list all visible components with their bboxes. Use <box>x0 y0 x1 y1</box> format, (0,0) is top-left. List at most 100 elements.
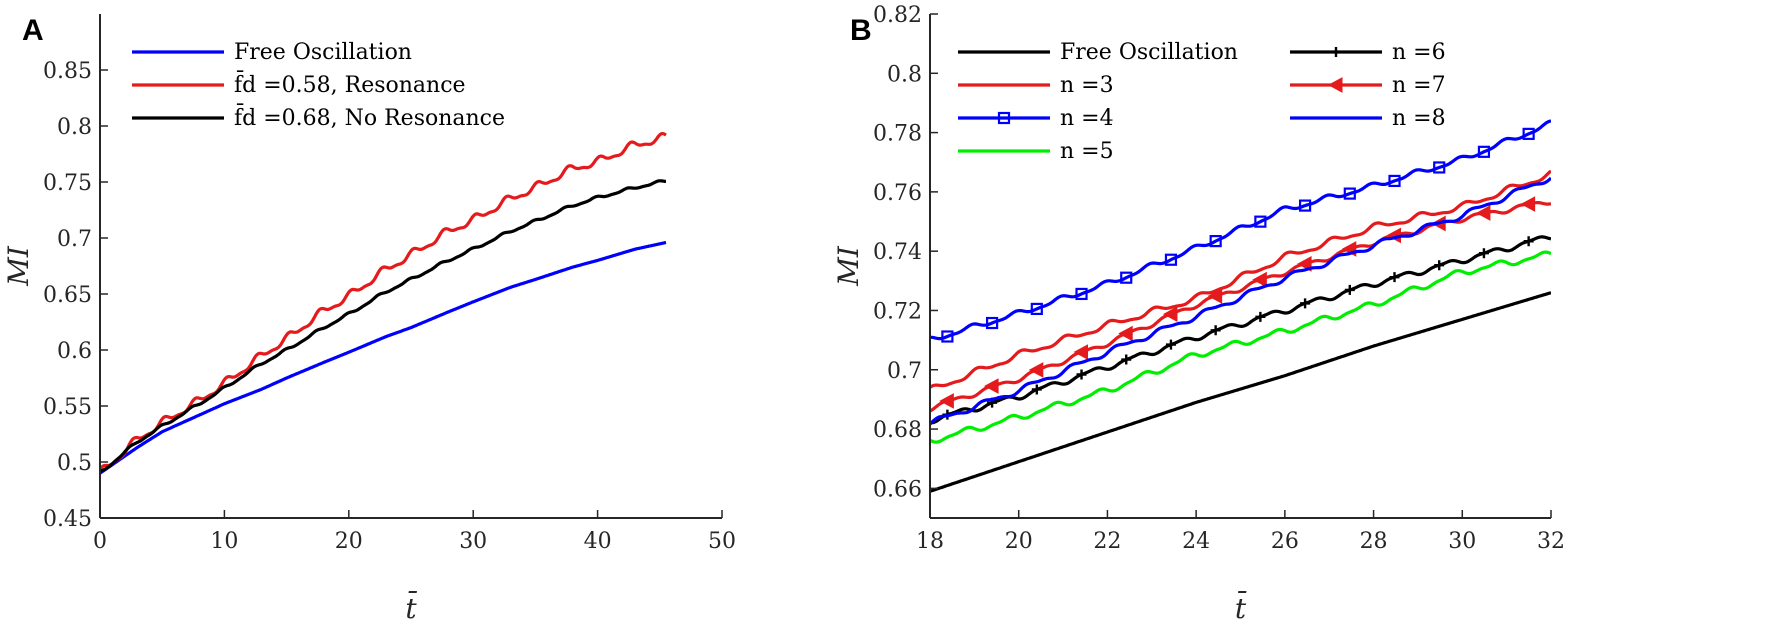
y-axis-label: MI <box>832 245 865 287</box>
legend-entry: n =5 <box>958 139 1114 164</box>
legend: Free Oscillation n =3 n =4 n =5 n =6 n =7 n =8 <box>958 40 1446 164</box>
legend-label: n =4 <box>1060 106 1114 131</box>
series-marker <box>1120 271 1133 284</box>
series-marker <box>1389 272 1400 283</box>
series-line-5 <box>930 201 1551 413</box>
series-marker <box>984 378 999 394</box>
series-marker <box>1254 215 1267 228</box>
legend-label: n =8 <box>1392 106 1446 131</box>
series-marker <box>1520 196 1536 212</box>
legend-label: n =5 <box>1060 139 1114 164</box>
series-marker <box>939 393 954 409</box>
series-marker <box>1343 187 1356 200</box>
legend-entry: n =8 <box>1290 106 1446 131</box>
series-marker <box>1076 369 1087 380</box>
series-marker <box>1344 284 1355 295</box>
legend-label: n =7 <box>1392 73 1446 98</box>
series-marker <box>1210 325 1221 336</box>
legend-label: f̄d =0.58, Resonance <box>234 70 466 98</box>
series-marker <box>1300 298 1311 309</box>
x-tick-label: 10 <box>210 529 238 554</box>
x-tick-label: 50 <box>708 529 736 554</box>
series-marker <box>1255 311 1266 322</box>
series-marker <box>1478 248 1489 259</box>
series-marker <box>1030 302 1043 316</box>
series-line-0 <box>100 240 667 475</box>
series-marker <box>1031 384 1042 395</box>
series-marker <box>1475 205 1491 221</box>
x-tick-label: 30 <box>1448 529 1476 554</box>
series-line-2 <box>930 119 1551 341</box>
series-marker <box>1118 325 1133 342</box>
legend-marker <box>997 111 1011 125</box>
x-tick-label: 20 <box>1005 529 1033 554</box>
legend-entry: n =3 <box>958 73 1114 98</box>
series-marker <box>1075 287 1088 301</box>
legend-entry: n =4 <box>958 106 1114 131</box>
legend-entry: Free Oscillation <box>958 40 1238 65</box>
series-line-2 <box>100 179 667 474</box>
series-marker <box>1298 199 1312 212</box>
series-marker <box>1388 174 1401 188</box>
x-tick-label: 32 <box>1537 529 1565 554</box>
y-axis-label: MI <box>2 245 35 287</box>
series-marker <box>1121 354 1132 365</box>
y-tick-label: 0.76 <box>873 181 922 206</box>
x-axis-label: t̄ <box>405 590 418 625</box>
series-marker <box>1165 339 1176 350</box>
legend-entry: n =6 <box>1290 40 1446 65</box>
x-tick-label: 30 <box>459 529 487 554</box>
y-tick-label: 0.66 <box>873 477 922 502</box>
y-tick-label: 0.45 <box>43 507 92 532</box>
legend-entry: Free Oscillation <box>132 40 412 65</box>
x-tick-label: 18 <box>916 529 944 554</box>
series-marker <box>1433 161 1446 174</box>
y-tick-label: 0.74 <box>873 240 922 265</box>
series-marker <box>1028 362 1044 378</box>
legend-entry: f̄d =0.68, No Resonance <box>132 103 505 131</box>
series-line-1 <box>930 169 1551 389</box>
legend: Free Oscillation f̄d =0.58, Resonance f̄d … <box>132 40 505 131</box>
series-line-3 <box>930 250 1551 444</box>
legend-label: Free Oscillation <box>1060 40 1238 65</box>
x-tick-label: 24 <box>1182 529 1210 554</box>
legend-entry: n =7 <box>1290 73 1446 98</box>
y-tick-label: 0.82 <box>873 3 922 28</box>
series-marker <box>1522 127 1535 140</box>
y-tick-label: 0.6 <box>57 339 92 364</box>
legend-marker <box>1331 47 1341 57</box>
y-tick-label: 0.5 <box>57 451 92 476</box>
series-group <box>100 132 667 475</box>
x-tick-label: 26 <box>1271 529 1299 554</box>
series-marker <box>941 330 954 343</box>
y-tick-label: 0.7 <box>887 359 922 384</box>
y-tick-label: 0.78 <box>873 122 922 147</box>
y-tick-label: 0.85 <box>43 59 92 84</box>
series-group <box>930 119 1551 493</box>
legend-label: n =3 <box>1060 73 1114 98</box>
panel-letter: A <box>22 14 44 47</box>
series-marker <box>1162 306 1178 322</box>
y-tick-label: 0.8 <box>57 115 92 140</box>
y-tick-label: 0.55 <box>43 395 92 420</box>
y-tick-label: 0.65 <box>43 283 92 308</box>
series-marker <box>1434 260 1445 271</box>
x-tick-label: 22 <box>1093 529 1121 554</box>
legend-label: Free Oscillation <box>234 40 412 65</box>
series-line-6 <box>930 176 1551 426</box>
y-tick-label: 0.7 <box>57 227 92 252</box>
legend-entry: f̄d =0.58, Resonance <box>132 70 466 98</box>
series-line-1 <box>100 132 667 471</box>
panel-letter: B <box>850 14 872 47</box>
y-tick-label: 0.72 <box>873 299 922 324</box>
series-marker <box>985 316 999 330</box>
series-marker <box>1164 253 1178 266</box>
series-marker <box>1209 235 1222 248</box>
x-axis-label: t̄ <box>1235 590 1248 625</box>
legend-label: n =6 <box>1392 40 1446 65</box>
x-tick-label: 40 <box>584 529 612 554</box>
series-line-0 <box>930 291 1551 493</box>
x-tick-label: 20 <box>335 529 363 554</box>
series-marker <box>1523 236 1534 247</box>
